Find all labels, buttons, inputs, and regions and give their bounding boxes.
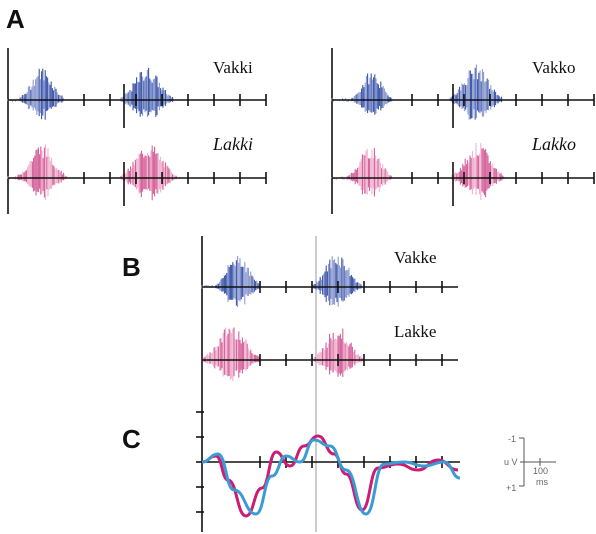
word-label-lakke: Lakke: [394, 322, 436, 341]
scale-neg-label: -1: [508, 434, 516, 444]
erp-trace-magenta: [201, 434, 459, 518]
scale-ms-value: 100: [533, 466, 548, 476]
panel-c-label: C: [122, 424, 141, 454]
waveform-lakko: [331, 143, 595, 206]
waveform-vakki: [7, 67, 267, 128]
word-label-vakki: Vakki: [213, 58, 253, 77]
scale-bar: -1 u V +1 100 ms: [504, 434, 556, 493]
word-label-vakko: Vakko: [532, 58, 575, 77]
waveform-vakko: [331, 64, 595, 128]
panel-b-label: B: [122, 252, 141, 282]
waveform-lakke: [201, 327, 458, 382]
scale-ms-unit: ms: [536, 477, 548, 487]
word-label-vakke: Vakke: [394, 248, 436, 267]
word-label-lakki: Lakki: [212, 134, 253, 154]
waveform-lakki: [7, 144, 267, 206]
scale-unit-label: u V: [504, 457, 518, 467]
erp-trace-cyan: [201, 438, 461, 516]
panel-a-label: A: [6, 4, 25, 34]
waveform-vakke: [201, 255, 458, 308]
scale-pos-label: +1: [506, 483, 516, 493]
word-label-lakko: Lakko: [531, 134, 576, 154]
